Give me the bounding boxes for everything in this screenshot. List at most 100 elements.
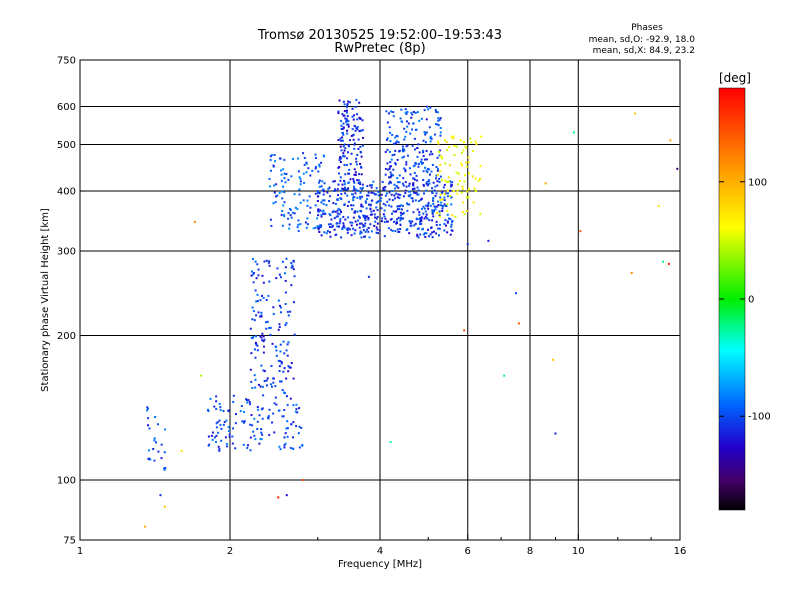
data-point: [423, 232, 426, 235]
data-point: [343, 103, 346, 106]
data-point: [280, 380, 283, 383]
data-point: [305, 171, 308, 174]
data-point: [354, 229, 357, 232]
data-point: [269, 155, 272, 158]
data-point: [255, 314, 258, 317]
data-point: [443, 193, 446, 196]
data-point: [426, 167, 429, 170]
data-point: [438, 154, 441, 157]
data-point: [316, 199, 319, 202]
data-point: [339, 217, 342, 220]
data-point: [405, 120, 408, 123]
data-point: [343, 149, 346, 152]
data-point: [319, 209, 322, 212]
data-point: [281, 224, 284, 227]
data-point: [319, 224, 322, 227]
data-point: [283, 272, 286, 275]
data-point: [420, 117, 423, 120]
data-point: [287, 341, 290, 344]
data-point: [246, 444, 249, 447]
data-point: [302, 172, 305, 175]
data-point: [406, 203, 409, 206]
data-point: [355, 160, 358, 163]
data-point: [428, 173, 431, 176]
data-point: [427, 201, 430, 204]
data-point: [422, 139, 425, 142]
data-point: [356, 223, 358, 226]
data-point: [215, 440, 218, 443]
data-point: [370, 230, 373, 233]
data-point: [266, 377, 269, 380]
data-point: [304, 221, 307, 224]
data-point: [388, 150, 391, 153]
data-point: [360, 222, 363, 225]
data-point: [424, 210, 427, 213]
data-point: [346, 229, 349, 232]
data-point: [423, 158, 426, 161]
data-point: [399, 149, 402, 152]
data-point: [285, 494, 288, 497]
data-point: [314, 192, 317, 195]
data-point: [317, 170, 320, 173]
data-point: [390, 228, 393, 231]
data-point: [226, 445, 229, 448]
data-point: [250, 414, 253, 417]
data-point: [364, 230, 367, 233]
data-point: [443, 183, 446, 186]
data-point: [326, 191, 329, 194]
data-point: [287, 314, 290, 317]
data-point: [349, 139, 352, 142]
data-point: [367, 218, 370, 221]
data-point: [213, 405, 216, 408]
data-point: [413, 178, 416, 181]
data-point: [447, 180, 450, 183]
data-point: [417, 200, 420, 203]
data-point: [474, 140, 477, 143]
data-point: [431, 211, 434, 214]
data-point: [347, 151, 350, 154]
data-point: [280, 361, 283, 364]
data-point: [336, 188, 339, 191]
data-point: [375, 231, 378, 234]
data-point: [340, 189, 343, 192]
data-point: [302, 199, 305, 202]
data-point: [254, 378, 257, 381]
data-point: [327, 223, 330, 226]
data-point: [282, 204, 285, 207]
data-point: [396, 228, 399, 231]
data-point: [251, 318, 254, 321]
data-point: [317, 214, 320, 217]
data-point: [341, 132, 344, 135]
data-point: [317, 225, 320, 228]
data-point: [554, 432, 557, 435]
data-point: [336, 222, 339, 225]
data-point: [447, 176, 450, 179]
data-point: [283, 172, 286, 175]
data-point: [215, 422, 218, 425]
data-point: [360, 129, 363, 132]
data-point: [466, 210, 469, 213]
data-point: [267, 294, 270, 297]
data-point: [320, 201, 323, 204]
data-point: [358, 226, 361, 229]
data-point: [352, 177, 355, 180]
data-point: [282, 370, 285, 373]
data-point: [388, 176, 391, 179]
x-tick-label: 2: [227, 546, 233, 557]
data-point: [331, 225, 334, 228]
data-point: [401, 156, 404, 159]
data-point: [225, 419, 228, 422]
data-point: [335, 215, 338, 218]
data-point: [280, 213, 283, 216]
data-point: [341, 183, 344, 186]
data-point: [357, 147, 360, 150]
data-point: [269, 169, 272, 172]
data-point: [279, 448, 282, 451]
data-point: [412, 177, 415, 180]
data-point: [311, 169, 314, 172]
data-point: [272, 381, 275, 384]
data-point: [390, 175, 393, 178]
data-point: [262, 394, 265, 397]
data-point: [362, 225, 365, 228]
